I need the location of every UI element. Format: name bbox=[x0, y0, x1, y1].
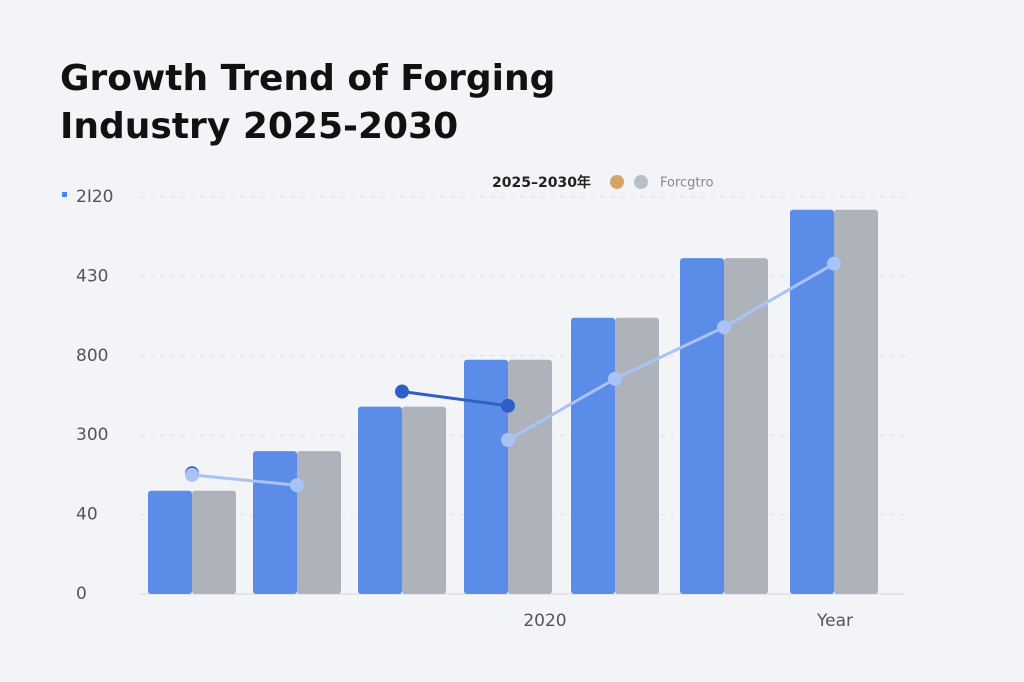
bar bbox=[508, 359, 552, 594]
x-axis-label: Year bbox=[816, 611, 853, 631]
trend-line bbox=[507, 262, 835, 442]
line-point bbox=[501, 398, 515, 413]
bar bbox=[402, 406, 446, 594]
bar bbox=[192, 490, 236, 594]
y-tick-label: 0 bbox=[76, 584, 87, 604]
y-tick-label: 40 bbox=[76, 505, 98, 525]
y-tick-label: 300 bbox=[76, 425, 108, 445]
line-point bbox=[185, 467, 199, 482]
y-tick-label: 800 bbox=[76, 346, 108, 366]
chart-title: Growth Trend of Forging bbox=[60, 58, 555, 99]
line-point bbox=[827, 256, 841, 271]
bar bbox=[148, 490, 192, 594]
bar bbox=[253, 451, 297, 594]
y-tick-label: 430 bbox=[76, 266, 108, 286]
bar bbox=[834, 209, 878, 595]
chart-title: Industry 2025-2030 bbox=[60, 106, 458, 147]
legend-marker bbox=[634, 175, 648, 189]
bar bbox=[615, 317, 659, 594]
line-point bbox=[395, 384, 409, 399]
legend-label: 2025–2030年 bbox=[492, 174, 591, 191]
bar bbox=[571, 317, 615, 594]
line-point bbox=[608, 371, 622, 386]
bar bbox=[790, 209, 834, 595]
line-point bbox=[501, 432, 515, 447]
bar bbox=[297, 451, 341, 594]
trend-line bbox=[191, 473, 298, 487]
legend-label: Forcgtro bbox=[660, 176, 714, 191]
annotation: 2020 bbox=[523, 611, 566, 631]
line-point bbox=[717, 320, 731, 335]
legend-swatch bbox=[62, 192, 67, 197]
trend-line bbox=[401, 390, 509, 408]
bar bbox=[464, 359, 508, 594]
legend-marker bbox=[610, 175, 624, 189]
bar bbox=[724, 258, 768, 594]
bar bbox=[680, 258, 724, 594]
y-tick-label: 2I20 bbox=[76, 187, 113, 207]
bar bbox=[358, 406, 402, 594]
line-point bbox=[290, 478, 304, 493]
